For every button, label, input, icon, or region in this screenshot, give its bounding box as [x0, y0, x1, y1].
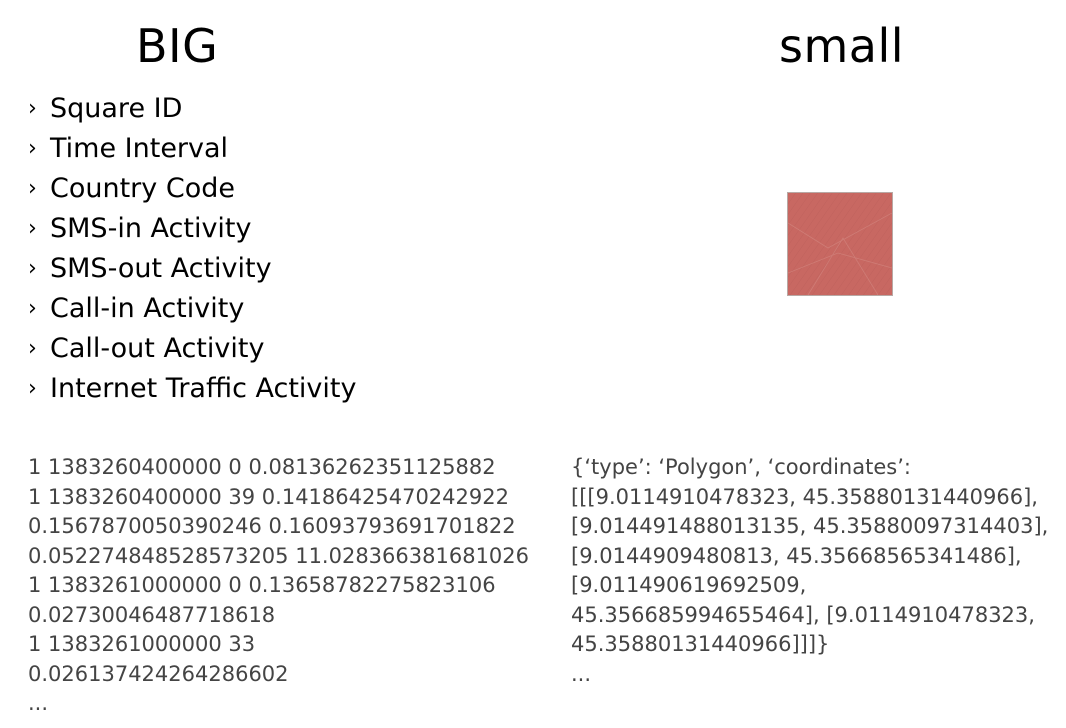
list-item-label: SMS-out Activity: [50, 253, 272, 284]
chevron-right-icon: ›: [28, 216, 37, 241]
data-line: 0.052274848528573205 11.028366381681026: [28, 543, 530, 568]
data-line: {‘type’: ‘Polygon’, ‘coordinates’:: [571, 455, 911, 479]
chevron-right-icon: ›: [28, 256, 37, 281]
data-line: [9.011490619692509,: [571, 573, 807, 597]
list-item-label: Call-in Activity: [50, 293, 245, 324]
chevron-right-icon: ›: [28, 296, 37, 321]
small-title: small: [779, 19, 905, 73]
list-item: › Call-out Activity: [28, 329, 356, 369]
list-item-label: SMS-in Activity: [50, 213, 252, 244]
list-item-label: Country Code: [50, 173, 235, 204]
data-line: 1 1383260400000 0 0.08136262351125882: [28, 455, 496, 479]
list-item: › Country Code: [28, 169, 356, 209]
map-square-tile: [787, 192, 893, 296]
data-line: 45.356685994655464], [9.0114910478323,: [571, 602, 1035, 627]
list-item-label: Call-out Activity: [50, 333, 265, 364]
data-line: 1 1383261000000 33: [28, 632, 256, 656]
data-line: 0.026137424264286602: [28, 661, 289, 686]
list-item-label: Time Interval: [50, 133, 229, 164]
list-item: › Call-in Activity: [28, 289, 356, 329]
list-item: › Square ID: [28, 89, 356, 129]
data-line: ...: [571, 661, 592, 686]
list-item: › Internet Traffic Activity: [28, 369, 356, 409]
big-title: BIG: [136, 19, 219, 73]
list-item-label: Internet Traffic Activity: [50, 373, 357, 404]
data-line: 1 1383261000000 0 0.13658782275823106: [28, 573, 496, 597]
data-line: [9.014491488013135, 45.35880097314403],: [571, 514, 1049, 538]
list-item-label: Square ID: [50, 93, 183, 124]
field-list: › Square ID › Time Interval › Country Code …: [28, 89, 356, 409]
data-line: 0.02730046487718618: [28, 602, 276, 627]
data-line: 1 1383260400000 39 0.14186425470242922: [28, 484, 509, 509]
chevron-right-icon: ›: [28, 376, 37, 401]
list-item: › Time Interval: [28, 129, 356, 169]
list-item: › SMS-out Activity: [28, 249, 356, 289]
data-line: 0.1567870050390246 0.16093793691701822: [28, 514, 516, 538]
data-line: [[[9.0114910478323, 45.35880131440966],: [571, 484, 1038, 509]
raw-data-sample: 1 1383260400000 0 0.08136262351125882 1 …: [28, 453, 529, 719]
list-item: › SMS-in Activity: [28, 209, 356, 249]
chevron-right-icon: ›: [28, 136, 37, 161]
data-line: [9.0144909480813, 45.35668565341486],: [571, 543, 1022, 568]
chevron-right-icon: ›: [28, 336, 37, 361]
data-line: 45.35880131440966]]]}: [571, 632, 830, 656]
map-texture: [788, 193, 892, 295]
data-line: ...: [28, 691, 49, 715]
geojson-sample: {‘type’: ‘Polygon’, ‘coordinates’: [[[9.…: [571, 453, 1048, 689]
chevron-right-icon: ›: [28, 96, 37, 121]
chevron-right-icon: ›: [28, 176, 37, 201]
